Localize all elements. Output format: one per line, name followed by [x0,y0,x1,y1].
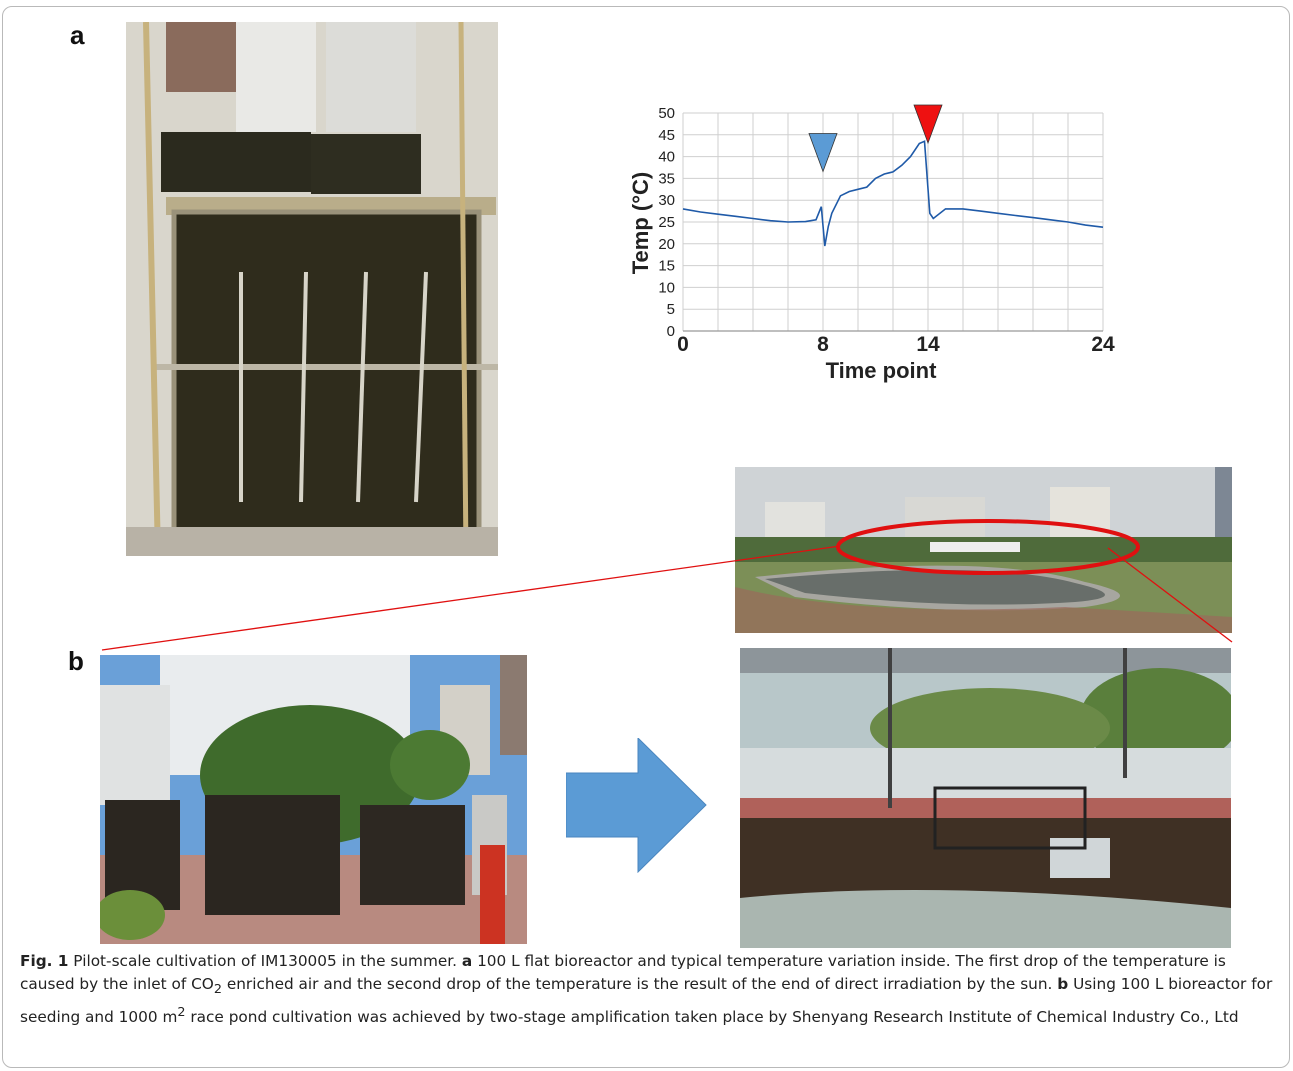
bioreactor-photo [126,22,498,556]
x-tick-label: 24 [1091,333,1115,356]
panel-label-b: b [68,646,84,676]
x-tick-label: 0 [677,333,689,356]
raceway-pond-closeup-photo [740,648,1231,948]
y-tick-label: 5 [667,301,675,318]
caption-text-3: enriched air and the second drop of the … [221,975,1058,993]
y-tick-labels: 0 5 10 15 20 25 30 35 40 45 50 [658,105,675,340]
y-tick-label: 15 [658,258,675,275]
caption-text-1: Pilot-scale cultivation of IM130005 in t… [68,952,462,970]
y-axis-label: Temp (°C) [628,172,653,275]
figure-caption: Fig. 1 Pilot-scale cultivation of IM1300… [20,950,1282,1029]
caption-text-5: race pond cultivation was achieved by tw… [185,1008,1239,1027]
raceway-pond-overview-photo [735,467,1232,633]
y-tick-label: 20 [658,236,675,253]
caption-figure-label: Fig. 1 [20,952,69,970]
bioreactor-array-photo [100,655,527,944]
y-tick-label: 10 [658,279,675,296]
caption-panel-b: b [1057,975,1069,993]
y-tick-label: 50 [658,105,675,122]
y-tick-label: 35 [658,170,675,187]
y-tick-label: 40 [658,149,675,166]
red-triangle-marker [913,104,943,145]
caption-sub-2: 2 [213,982,222,998]
blue-triangle-marker [808,133,838,173]
y-tick-label: 0 [667,323,675,340]
y-tick-label: 45 [658,127,675,144]
caption-text-4: Using 100 L bioreactor for seeding and 1… [20,975,1273,1027]
red-ellipse-highlight [836,519,1140,575]
y-tick-label: 30 [658,192,675,209]
temperature-series-line [682,140,1104,247]
caption-sup-2: 2 [177,1005,186,1021]
caption-text-2: 100 L flat bioreactor and typical temper… [20,952,1226,993]
x-tick-label: 14 [916,333,940,356]
panel-label-a: a [70,20,85,50]
caption-panel-a: a [461,952,473,970]
x-axis-label: Time point [826,358,937,383]
x-tick-label: 8 [817,333,829,356]
x-tick-labels: 0 8 14 24 [677,333,1115,356]
y-tick-label: 25 [658,214,675,231]
right-arrow-icon [566,738,707,873]
